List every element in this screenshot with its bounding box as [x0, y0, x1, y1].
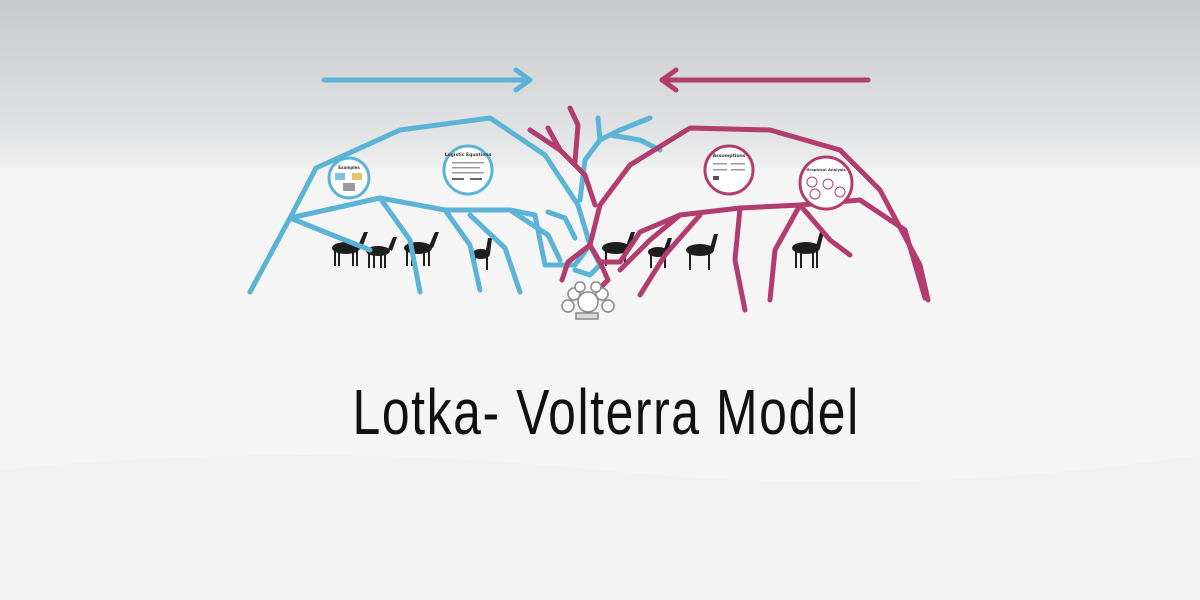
prey-deer-outline [247, 115, 663, 295]
predator-deer-outline [527, 105, 931, 313]
frame-assumptions-label: Assumptions [713, 153, 746, 159]
presentation-title: Lotka- Volterra Model [352, 376, 860, 448]
snow-drift [0, 455, 1200, 600]
frame-assumptions[interactable]: Assumptions [703, 144, 755, 196]
overview-frame-cluster[interactable] [561, 281, 615, 320]
arrow-left[interactable] [659, 67, 871, 93]
arrow-right[interactable] [321, 67, 533, 93]
frame-logistic-label: Logistic Equations [445, 152, 492, 158]
frame-graphical-analysis[interactable]: Graphical Analysis [798, 155, 854, 211]
frame-examples-label: Examples [338, 165, 360, 170]
frame-logistic-equations[interactable]: Logistic Equations [442, 144, 494, 196]
frame-graphs-label: Graphical Analysis [806, 167, 846, 172]
frame-examples[interactable]: Examples [327, 156, 371, 200]
